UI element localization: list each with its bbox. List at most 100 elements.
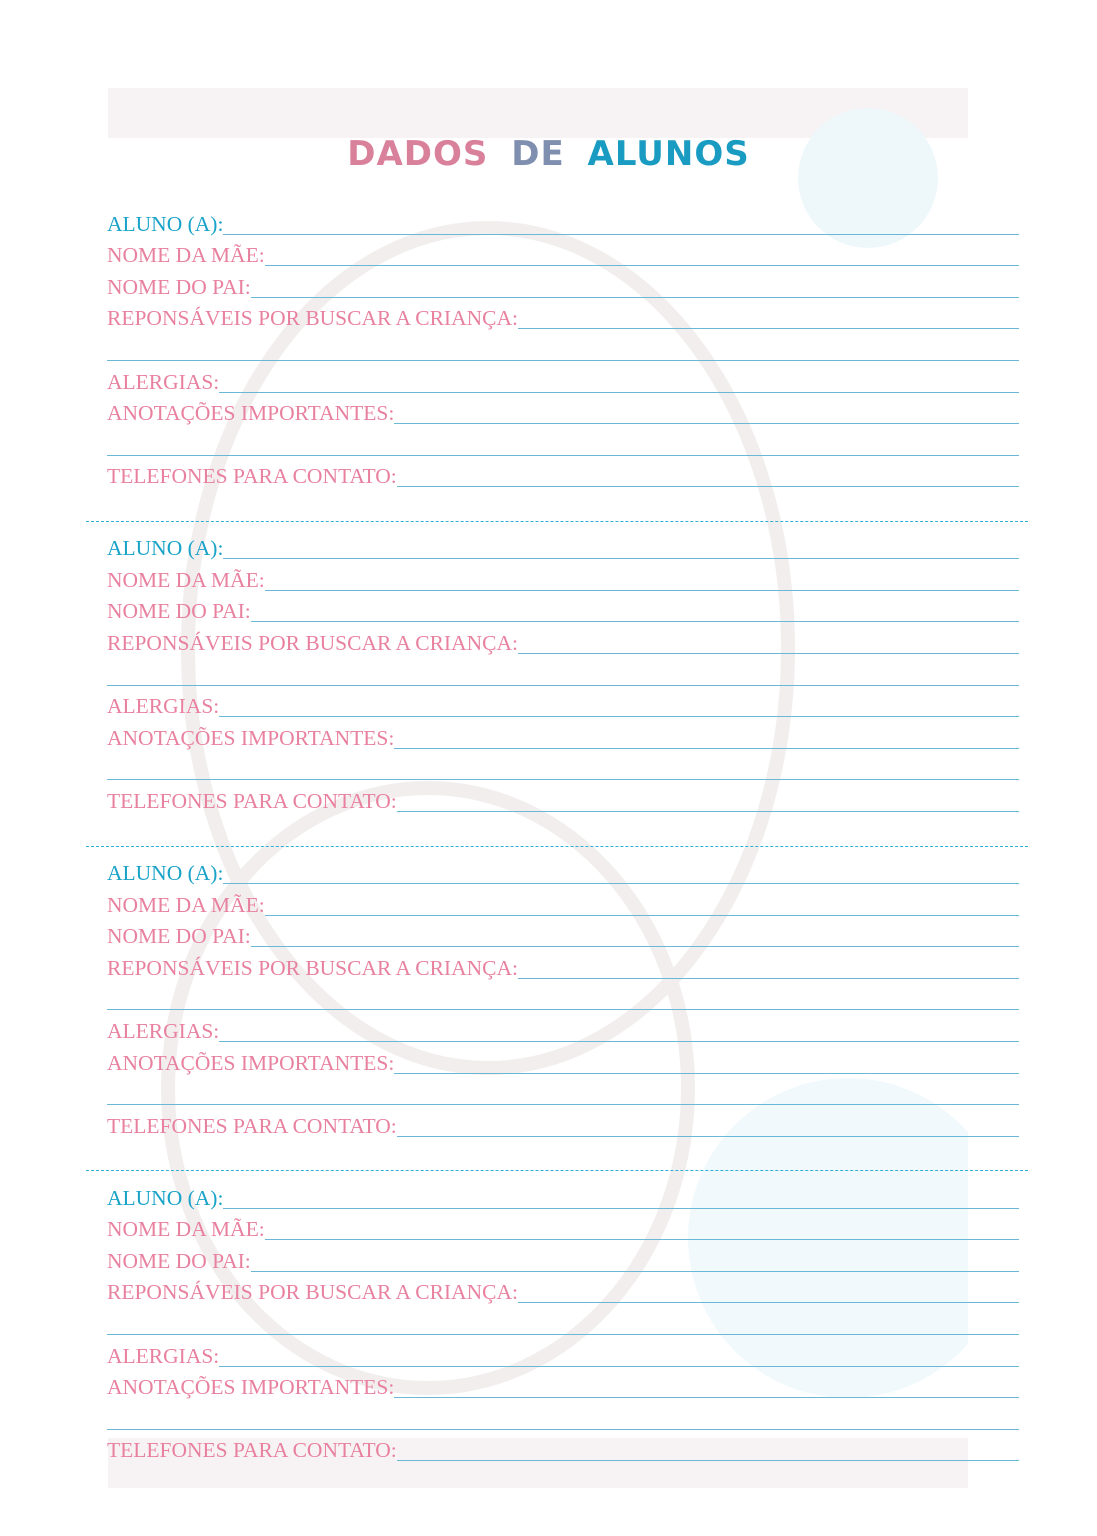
form-field-row: NOME DA MÃE: <box>107 885 1019 917</box>
field-label: ALUNO (A): <box>107 536 224 561</box>
dashed-separator <box>86 845 1028 847</box>
write-in-line[interactable] <box>396 1460 1019 1462</box>
write-in-line[interactable] <box>264 1239 1019 1241</box>
continuation-row <box>107 1075 1019 1107</box>
field-label: NOME DA MÃE: <box>107 567 265 592</box>
write-in-line[interactable] <box>107 1428 1019 1430</box>
write-in-line[interactable] <box>250 1270 1019 1272</box>
form-field-row: TELEFONES PARA CONTATO: <box>107 457 1019 489</box>
form-field-row: ALUNO (A): <box>107 853 1019 885</box>
write-in-line[interactable] <box>107 1009 1019 1011</box>
form-field-row: NOME DA MÃE: <box>107 560 1019 592</box>
student-form-block: ALUNO (A): NOME DA MÃE: NOME DO PAI: REPONS… <box>107 853 1019 1137</box>
write-in-line[interactable] <box>223 558 1019 560</box>
continuation-row <box>107 425 1019 457</box>
write-in-line[interactable] <box>219 716 1019 718</box>
dashed-separator <box>86 521 1028 522</box>
form-field-row: ALERGIAS: <box>107 1011 1019 1043</box>
write-in-line[interactable] <box>250 296 1019 298</box>
field-label: TELEFONES PARA CONTATO: <box>107 1113 397 1138</box>
write-in-line[interactable] <box>107 684 1019 686</box>
continuation-row <box>107 1304 1019 1336</box>
field-label: ALUNO (A): <box>107 860 224 885</box>
field-label: ALUNO (A): <box>107 1185 224 1210</box>
write-in-line[interactable] <box>264 265 1019 267</box>
field-label: ALUNO (A): <box>107 211 224 236</box>
field-label: TELEFONES PARA CONTATO: <box>107 789 397 814</box>
field-label: NOME DO PAI: <box>107 924 251 949</box>
form-field-row: NOME DO PAI: <box>107 1241 1019 1273</box>
field-label: NOME DO PAI: <box>107 1248 251 1273</box>
form-field-row: TELEFONES PARA CONTATO: <box>107 1431 1019 1463</box>
title-word-2: DE <box>511 134 565 174</box>
write-in-line[interactable] <box>518 653 1019 655</box>
form-field-row: ANOTAÇÕES IMPORTANTES: <box>107 718 1019 750</box>
student-form-block: ALUNO (A): NOME DA MÃE: NOME DO PAI: REPONS… <box>107 204 1019 488</box>
field-label: ANOTAÇÕES IMPORTANTES: <box>107 401 395 426</box>
write-in-line[interactable] <box>107 1334 1019 1336</box>
form-field-row: ALERGIAS: <box>107 1336 1019 1368</box>
form-field-row: NOME DO PAI: <box>107 917 1019 949</box>
write-in-line[interactable] <box>518 977 1019 979</box>
form-field-row: ANOTAÇÕES IMPORTANTES: <box>107 394 1019 426</box>
write-in-line[interactable] <box>518 1302 1019 1304</box>
form-field-row: NOME DO PAI: <box>107 592 1019 624</box>
form-field-row: TELEFONES PARA CONTATO: <box>107 781 1019 813</box>
write-in-line[interactable] <box>219 391 1019 393</box>
field-label: NOME DA MÃE: <box>107 892 265 917</box>
write-in-line[interactable] <box>264 914 1019 916</box>
write-in-line[interactable] <box>107 454 1019 456</box>
form-field-row: REPONSÁVEIS POR BUSCAR A CRIANÇA: <box>107 623 1019 655</box>
field-label: NOME DO PAI: <box>107 599 251 624</box>
write-in-line[interactable] <box>394 1072 1019 1074</box>
field-label: ALERGIAS: <box>107 369 220 394</box>
continuation-row <box>107 330 1019 362</box>
page-title: DADOS DE ALUNOS <box>0 134 1097 174</box>
continuation-row <box>107 655 1019 687</box>
dashed-separator <box>86 1170 1028 1172</box>
write-in-line[interactable] <box>223 1207 1019 1209</box>
continuation-row <box>107 980 1019 1012</box>
field-label: ANOTAÇÕES IMPORTANTES: <box>107 725 395 750</box>
write-in-line[interactable] <box>219 1040 1019 1042</box>
field-label: REPONSÁVEIS POR BUSCAR A CRIANÇA: <box>107 1280 518 1305</box>
form-field-row: NOME DA MÃE: <box>107 1210 1019 1242</box>
form-field-row: ANOTAÇÕES IMPORTANTES: <box>107 1368 1019 1400</box>
background-watermark <box>108 88 968 1488</box>
continuation-row <box>107 1399 1019 1431</box>
title-word-3: ALUNOS <box>587 134 750 174</box>
form-field-row: ALUNO (A): <box>107 204 1019 236</box>
field-label: NOME DO PAI: <box>107 274 251 299</box>
write-in-line[interactable] <box>107 1104 1019 1106</box>
write-in-line[interactable] <box>394 747 1019 749</box>
form-field-row: ALERGIAS: <box>107 687 1019 719</box>
field-label: REPONSÁVEIS POR BUSCAR A CRIANÇA: <box>107 306 518 331</box>
field-label: ALERGIAS: <box>107 1343 220 1368</box>
field-label: TELEFONES PARA CONTATO: <box>107 1438 397 1463</box>
write-in-line[interactable] <box>396 486 1019 488</box>
field-label: NOME DA MÃE: <box>107 1217 265 1242</box>
write-in-line[interactable] <box>250 946 1019 948</box>
write-in-line[interactable] <box>396 811 1019 813</box>
write-in-line[interactable] <box>223 882 1019 884</box>
student-form-block: ALUNO (A): NOME DA MÃE: NOME DO PAI: REPONS… <box>107 1178 1019 1462</box>
write-in-line[interactable] <box>518 328 1019 330</box>
field-label: NOME DA MÃE: <box>107 243 265 268</box>
field-label: TELEFONES PARA CONTATO: <box>107 464 397 489</box>
continuation-row <box>107 750 1019 782</box>
write-in-line[interactable] <box>394 1397 1019 1399</box>
field-label: ALERGIAS: <box>107 694 220 719</box>
write-in-line[interactable] <box>223 233 1019 235</box>
write-in-line[interactable] <box>219 1365 1019 1367</box>
form-field-row: NOME DA MÃE: <box>107 236 1019 268</box>
write-in-line[interactable] <box>250 621 1019 623</box>
field-label: ALERGIAS: <box>107 1018 220 1043</box>
title-word-1: DADOS <box>347 134 489 174</box>
write-in-line[interactable] <box>107 359 1019 361</box>
write-in-line[interactable] <box>107 779 1019 781</box>
write-in-line[interactable] <box>394 423 1019 425</box>
form-field-row: ALERGIAS: <box>107 362 1019 394</box>
write-in-line[interactable] <box>264 589 1019 591</box>
student-form-block: ALUNO (A): NOME DA MÃE: NOME DO PAI: REPONS… <box>107 529 1019 813</box>
write-in-line[interactable] <box>396 1135 1019 1137</box>
